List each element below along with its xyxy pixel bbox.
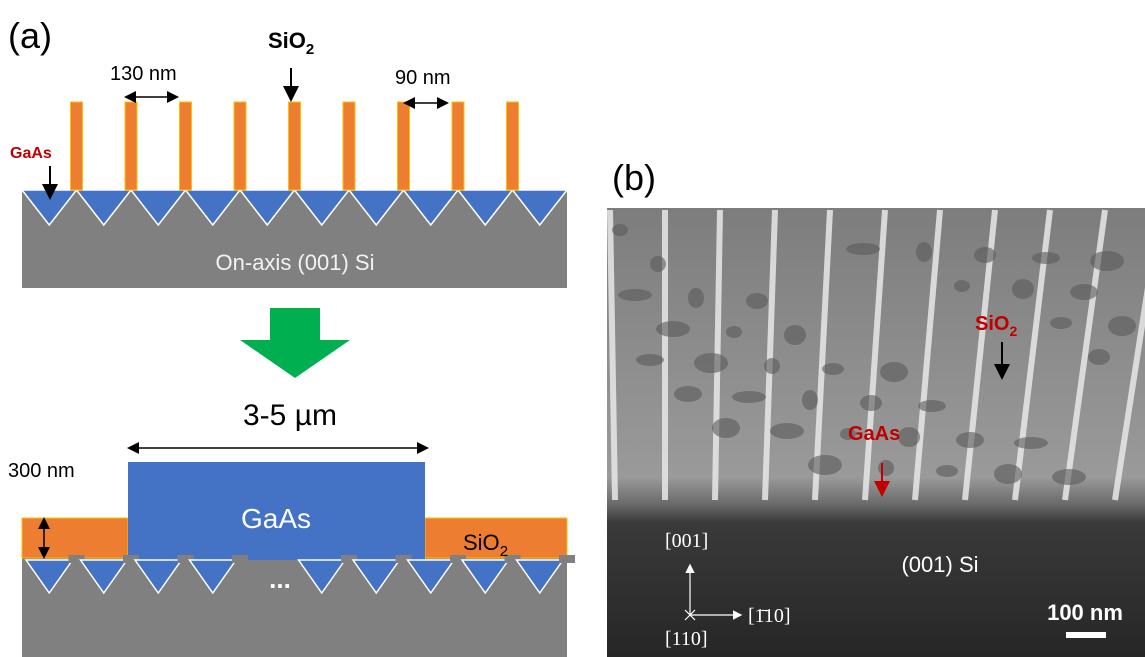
thickness-label: 300 nm: [8, 460, 75, 482]
sem-pit: [994, 464, 1022, 484]
sem-pit: [764, 358, 780, 374]
sem-pit: [822, 363, 844, 375]
oxide-label: SiO2: [268, 28, 314, 58]
ellipsis: ...: [269, 564, 291, 594]
panel-b: (b) SiO2 GaAs (001) Si [001] [1̄10] [110…: [607, 157, 1145, 657]
sem-pit: [1012, 279, 1034, 299]
substrate-label: On-axis (001) Si: [216, 250, 375, 275]
sem-pit: [784, 325, 806, 345]
layer-label: GaAs: [241, 503, 311, 534]
gap-label: 130 nm: [110, 63, 177, 85]
oxide-pillar: [125, 102, 137, 190]
sem-pit: [974, 247, 996, 263]
sem-pit: [802, 390, 818, 410]
sem-pit: [956, 432, 984, 448]
oxide-stub: [559, 555, 575, 563]
figure: (a) SiO2 130 nm 90 nm GaAs On-axis (001)…: [0, 0, 1145, 657]
oxide-pillar: [289, 102, 301, 190]
width-label: 3-5 µm: [243, 399, 337, 432]
sem-pit: [1088, 349, 1110, 365]
sem-pit: [898, 427, 920, 447]
axis-label: [001]: [665, 530, 708, 552]
substrate-label: (001) Si: [901, 552, 978, 577]
sem-pit: [612, 224, 628, 236]
oxide-pillar: [71, 102, 83, 190]
sem-pit: [878, 460, 894, 476]
sem-pit: [732, 391, 766, 403]
sem-pit: [1032, 252, 1060, 264]
panel-label: (b): [612, 157, 656, 198]
oxide: [22, 518, 128, 558]
oxide-pillar: [507, 102, 519, 190]
sem-pit: [770, 423, 804, 439]
sem-pit: [808, 455, 842, 475]
sem-pit: [694, 353, 728, 373]
sem-pit: [712, 418, 740, 438]
sem-pit: [1108, 316, 1136, 336]
panel-a: (a) SiO2 130 nm 90 nm GaAs On-axis (001)…: [8, 15, 575, 657]
oxide-pillar: [234, 102, 246, 190]
seed-label: GaAs: [848, 423, 900, 445]
oxide-stub: [232, 555, 248, 563]
panel-label: (a): [8, 15, 52, 56]
sem-pit: [726, 326, 742, 338]
axis-label: [1̄10]: [748, 605, 791, 627]
axis-label: [110]: [665, 628, 708, 650]
sem-pit: [1050, 317, 1072, 329]
scale-bar-label: 100 nm: [1047, 600, 1123, 625]
sem-pit: [656, 321, 690, 337]
sem-pit: [1014, 437, 1048, 449]
sem-pit: [674, 386, 702, 402]
sem-pit: [954, 280, 970, 292]
sem-pit: [860, 395, 882, 411]
sem-pit: [1090, 251, 1124, 271]
sem-pit: [688, 288, 704, 308]
sem-pit: [1070, 284, 1098, 300]
oxide-pillar: [343, 102, 355, 190]
seed-label: GaAs: [10, 145, 52, 162]
sem-pit: [936, 465, 958, 477]
oxide-pillar: [398, 102, 410, 190]
sem-pit: [918, 400, 946, 412]
gap-label: 90 nm: [395, 67, 451, 89]
sem-pit: [618, 289, 652, 301]
sem-pit: [746, 293, 768, 309]
sem-pit: [636, 354, 664, 366]
sem-pit: [880, 362, 908, 382]
oxide-pillar: [452, 102, 464, 190]
oxide-pillar: [180, 102, 192, 190]
sem-pit: [846, 243, 880, 255]
sem-pit: [916, 242, 932, 262]
sem-pit: [650, 256, 666, 272]
sem-pit: [1052, 469, 1086, 485]
scale-bar: [1066, 632, 1106, 638]
transition-arrow: [240, 308, 350, 378]
